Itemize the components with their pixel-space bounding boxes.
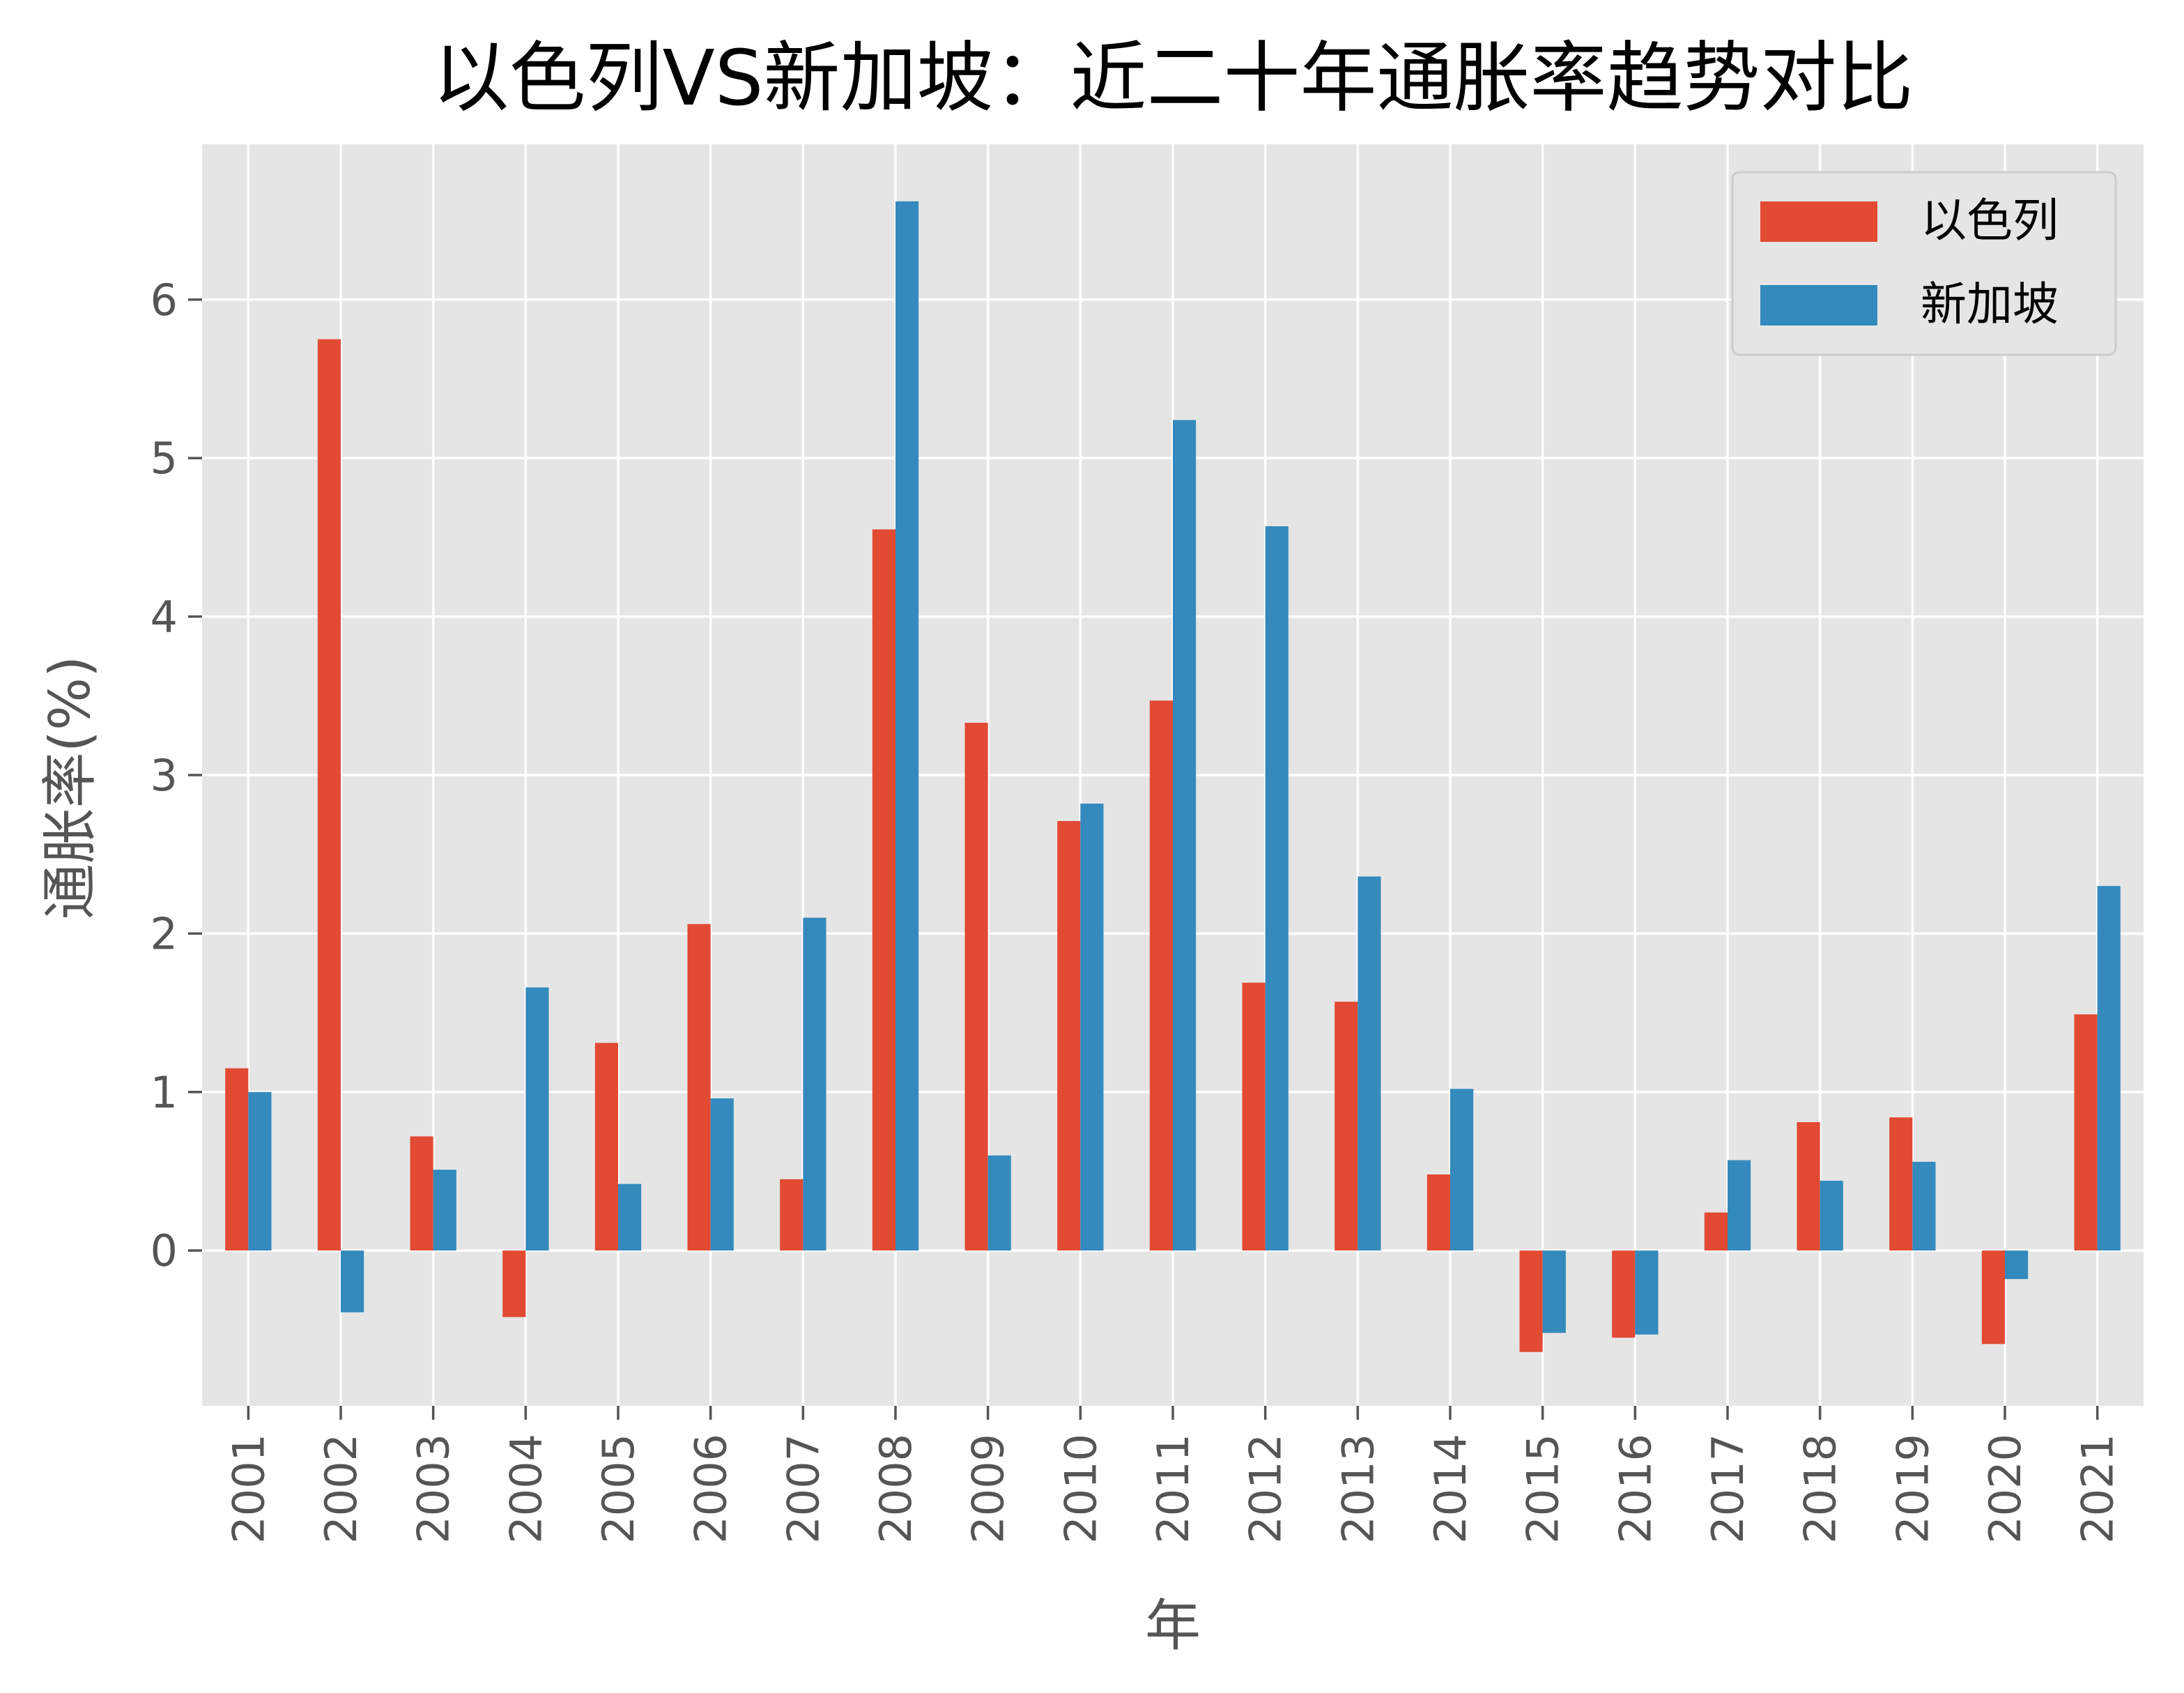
bar-series-1 <box>1704 1212 1728 1251</box>
x-axis-label: 年 <box>1145 1593 1201 1658</box>
bar-series-1 <box>1981 1250 2005 1345</box>
x-tick-label: 2008 <box>870 1434 921 1544</box>
bar-series-1 <box>317 339 341 1251</box>
bar-series-1 <box>780 1179 803 1251</box>
bar-series-2 <box>1728 1160 1751 1251</box>
bar-series-1 <box>1242 982 1266 1251</box>
legend-label: 新加坡 <box>1921 277 2059 331</box>
x-tick-label: 2012 <box>1240 1434 1291 1544</box>
bar-series-2 <box>1080 803 1104 1251</box>
bar-series-1 <box>2074 1014 2098 1251</box>
bar-series-1 <box>1057 820 1081 1251</box>
bar-series-1 <box>872 529 895 1251</box>
bar-series-1 <box>964 722 988 1251</box>
y-tick-label: 2 <box>151 908 178 959</box>
bar-series-1 <box>502 1250 526 1317</box>
x-tick-label: 2015 <box>1518 1434 1569 1544</box>
legend-swatch <box>1760 201 1877 242</box>
x-tick-label: 2010 <box>1055 1434 1106 1544</box>
x-tick-label: 2011 <box>1148 1434 1199 1544</box>
axis-ticks: 0 1 2 3 4 5 6 2001 2002 2003 2004 2005 2006 2007 2008 2… <box>151 275 2123 1544</box>
bar-series-1 <box>1335 1002 1358 1251</box>
bar-series-2 <box>895 201 919 1251</box>
legend-label: 以色列 <box>1921 194 2059 247</box>
x-tick-label: 2005 <box>593 1434 644 1544</box>
x-tick-label: 2016 <box>1610 1434 1661 1544</box>
bar-series-1 <box>1889 1117 1913 1251</box>
x-tick-label: 2019 <box>1887 1434 1938 1544</box>
bar-series-1 <box>225 1068 249 1251</box>
x-tick-label: 2003 <box>408 1434 459 1544</box>
bars <box>225 201 2121 1352</box>
bar-series-1 <box>1612 1250 1636 1338</box>
x-tick-label: 2018 <box>1795 1434 1846 1544</box>
bar-series-2 <box>1635 1250 1659 1335</box>
bar-series-1 <box>410 1136 433 1251</box>
x-tick-label: 2013 <box>1332 1434 1383 1544</box>
bar-series-1 <box>594 1043 618 1251</box>
bar-series-2 <box>341 1250 364 1312</box>
x-tick-label: 2021 <box>2073 1434 2123 1544</box>
x-tick-label: 2006 <box>686 1434 737 1544</box>
bar-series-2 <box>618 1183 642 1251</box>
y-tick-label: 0 <box>151 1225 178 1276</box>
x-tick-label: 2001 <box>223 1434 274 1544</box>
bar-series-1 <box>1519 1250 1543 1352</box>
y-tick-label: 6 <box>151 275 178 325</box>
legend-swatch <box>1760 285 1877 325</box>
bar-series-2 <box>1173 420 1197 1251</box>
bar-series-2 <box>1358 876 1381 1251</box>
bar-series-2 <box>803 917 826 1251</box>
y-axis-label: 通胀率(%) <box>38 656 102 919</box>
x-tick-label: 2009 <box>963 1434 1014 1544</box>
bar-series-1 <box>1149 700 1173 1251</box>
x-tick-label: 2020 <box>1980 1434 2031 1544</box>
x-tick-label: 2014 <box>1425 1434 1476 1544</box>
bar-series-1 <box>687 924 711 1251</box>
bar-series-2 <box>987 1155 1011 1251</box>
x-tick-label: 2002 <box>316 1434 367 1544</box>
bar-series-2 <box>710 1098 734 1251</box>
bar-series-2 <box>1820 1181 1843 1251</box>
x-tick-label: 2004 <box>500 1434 551 1544</box>
bar-series-2 <box>1450 1089 1474 1251</box>
bar-series-2 <box>1265 526 1289 1251</box>
y-tick-label: 5 <box>151 433 178 484</box>
y-tick-label: 3 <box>151 750 178 801</box>
bar-series-2 <box>525 987 549 1251</box>
x-tick-label: 2017 <box>1702 1434 1753 1544</box>
y-tick-label: 1 <box>151 1067 178 1118</box>
bar-series-1 <box>1797 1121 1820 1251</box>
bar-series-2 <box>1912 1161 1936 1251</box>
bar-series-2 <box>2097 886 2121 1251</box>
bar-series-1 <box>1426 1174 1450 1251</box>
chart-title: 以色列VS新加坡：近二十年通胀率趋势对比 <box>432 33 1913 123</box>
bar-series-2 <box>433 1170 456 1251</box>
x-tick-label: 2007 <box>778 1434 829 1544</box>
bar-series-2 <box>1542 1250 1566 1333</box>
bar-series-2 <box>248 1091 272 1251</box>
bar-series-2 <box>2005 1250 2029 1280</box>
y-tick-label: 4 <box>151 592 178 643</box>
